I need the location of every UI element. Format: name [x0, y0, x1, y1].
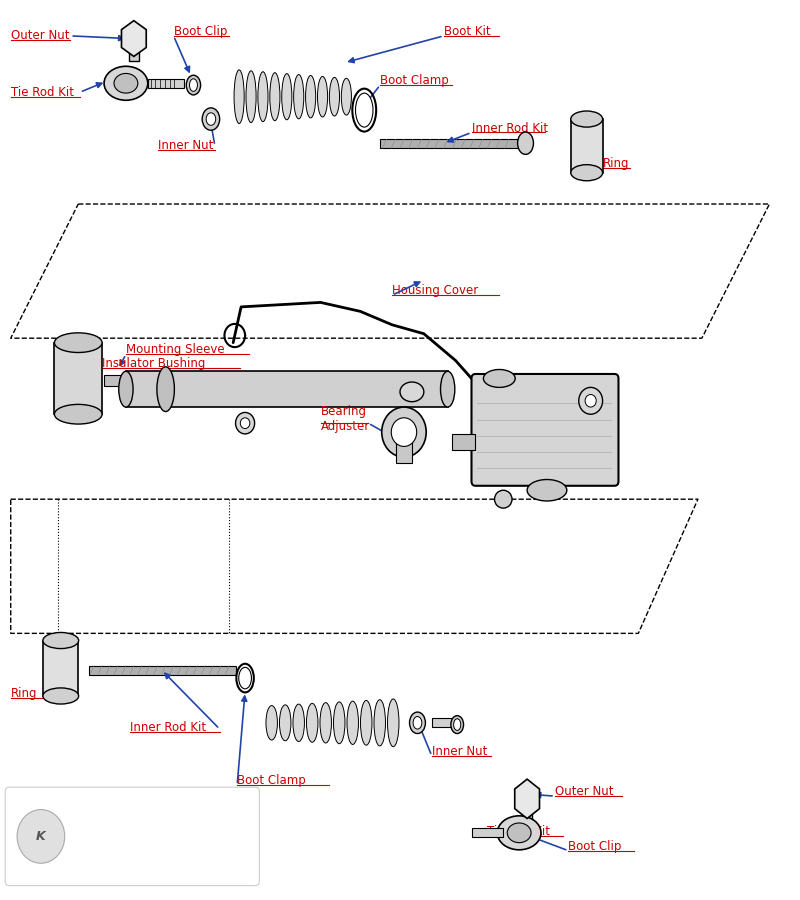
- Text: Boot Clip: Boot Clip: [174, 25, 227, 38]
- Ellipse shape: [266, 706, 278, 740]
- Text: Tie Rod Kit: Tie Rod Kit: [487, 825, 550, 839]
- Ellipse shape: [293, 704, 305, 742]
- Ellipse shape: [330, 77, 339, 116]
- Ellipse shape: [494, 491, 512, 508]
- Ellipse shape: [157, 367, 174, 411]
- Ellipse shape: [347, 701, 358, 744]
- Ellipse shape: [413, 716, 422, 729]
- Bar: [432, 718, 456, 727]
- Bar: [396, 432, 412, 464]
- Bar: [471, 828, 503, 837]
- Ellipse shape: [43, 633, 78, 649]
- Ellipse shape: [306, 704, 318, 742]
- Bar: [571, 119, 602, 173]
- Text: Boot Clip: Boot Clip: [569, 840, 622, 852]
- Ellipse shape: [410, 712, 426, 733]
- Bar: [126, 372, 448, 407]
- Bar: [380, 140, 519, 148]
- Text: Inner Nut: Inner Nut: [158, 140, 213, 152]
- Ellipse shape: [483, 370, 515, 387]
- Bar: [522, 799, 532, 818]
- Circle shape: [585, 394, 596, 407]
- Text: (800) 757-KEEN: (800) 757-KEEN: [74, 835, 185, 849]
- Text: Inner Rod Kit: Inner Rod Kit: [471, 122, 548, 134]
- Text: Ring: Ring: [602, 158, 629, 170]
- Ellipse shape: [306, 76, 316, 118]
- Bar: [105, 375, 124, 385]
- Ellipse shape: [518, 132, 534, 155]
- Text: Outer Nut: Outer Nut: [555, 785, 614, 798]
- Ellipse shape: [202, 108, 220, 130]
- Ellipse shape: [507, 823, 531, 842]
- Circle shape: [578, 387, 602, 414]
- Ellipse shape: [400, 382, 424, 401]
- Ellipse shape: [498, 815, 541, 850]
- Circle shape: [391, 418, 417, 446]
- Ellipse shape: [234, 70, 244, 123]
- Ellipse shape: [279, 705, 291, 741]
- Bar: [54, 343, 102, 414]
- Bar: [89, 666, 235, 674]
- Text: Boot Clamp: Boot Clamp: [380, 74, 449, 87]
- Bar: [148, 79, 184, 88]
- FancyBboxPatch shape: [471, 374, 618, 486]
- Ellipse shape: [527, 480, 567, 501]
- Circle shape: [17, 810, 65, 863]
- Text: Mounting Sleeve: Mounting Sleeve: [126, 343, 225, 356]
- Circle shape: [240, 418, 250, 428]
- Ellipse shape: [54, 404, 102, 424]
- Text: Inner Nut: Inner Nut: [432, 745, 487, 758]
- Ellipse shape: [206, 112, 216, 125]
- Ellipse shape: [571, 111, 602, 127]
- Text: Tie Rod Kit: Tie Rod Kit: [10, 86, 74, 99]
- Polygon shape: [514, 779, 539, 818]
- Ellipse shape: [374, 699, 386, 746]
- Ellipse shape: [238, 668, 251, 688]
- Text: Housing Cover: Housing Cover: [392, 284, 478, 297]
- Ellipse shape: [318, 76, 328, 117]
- Ellipse shape: [186, 76, 201, 94]
- Ellipse shape: [43, 688, 78, 704]
- Text: Boot Kit: Boot Kit: [444, 25, 490, 38]
- Ellipse shape: [334, 702, 345, 743]
- Ellipse shape: [190, 79, 198, 91]
- Polygon shape: [122, 21, 146, 57]
- Ellipse shape: [104, 67, 148, 100]
- Ellipse shape: [342, 78, 351, 115]
- FancyBboxPatch shape: [5, 788, 259, 886]
- Text: K: K: [36, 830, 46, 843]
- Text: Bearing
Adjuster: Bearing Adjuster: [321, 405, 370, 433]
- Ellipse shape: [454, 719, 461, 731]
- Ellipse shape: [571, 165, 602, 181]
- Ellipse shape: [294, 75, 304, 119]
- Bar: [42, 641, 78, 696]
- Text: ©2017 Keen Parts, Inc. All Rights Reserved: ©2017 Keen Parts, Inc. All Rights Reserv…: [74, 857, 239, 866]
- Ellipse shape: [387, 699, 399, 747]
- Ellipse shape: [355, 93, 373, 127]
- Text: Insulator Bushing: Insulator Bushing: [102, 356, 206, 370]
- Ellipse shape: [258, 72, 268, 122]
- Ellipse shape: [54, 333, 102, 353]
- Ellipse shape: [270, 73, 280, 121]
- Text: Ring: Ring: [10, 687, 38, 700]
- Ellipse shape: [320, 703, 331, 743]
- Bar: [452, 434, 475, 450]
- Ellipse shape: [361, 700, 372, 745]
- Circle shape: [235, 412, 254, 434]
- Text: Inner Rod Kit: Inner Rod Kit: [130, 721, 206, 734]
- Ellipse shape: [118, 372, 133, 407]
- Text: Outer Nut: Outer Nut: [10, 30, 70, 42]
- Text: Boot Clamp: Boot Clamp: [237, 774, 306, 788]
- Bar: [129, 39, 138, 61]
- Circle shape: [382, 407, 426, 457]
- Text: Seal: Seal: [523, 381, 548, 394]
- Ellipse shape: [441, 372, 455, 407]
- Ellipse shape: [246, 71, 256, 122]
- Text: Keen Parts: Keen Parts: [74, 814, 159, 828]
- Ellipse shape: [451, 716, 463, 733]
- Ellipse shape: [114, 74, 138, 93]
- Ellipse shape: [282, 74, 292, 120]
